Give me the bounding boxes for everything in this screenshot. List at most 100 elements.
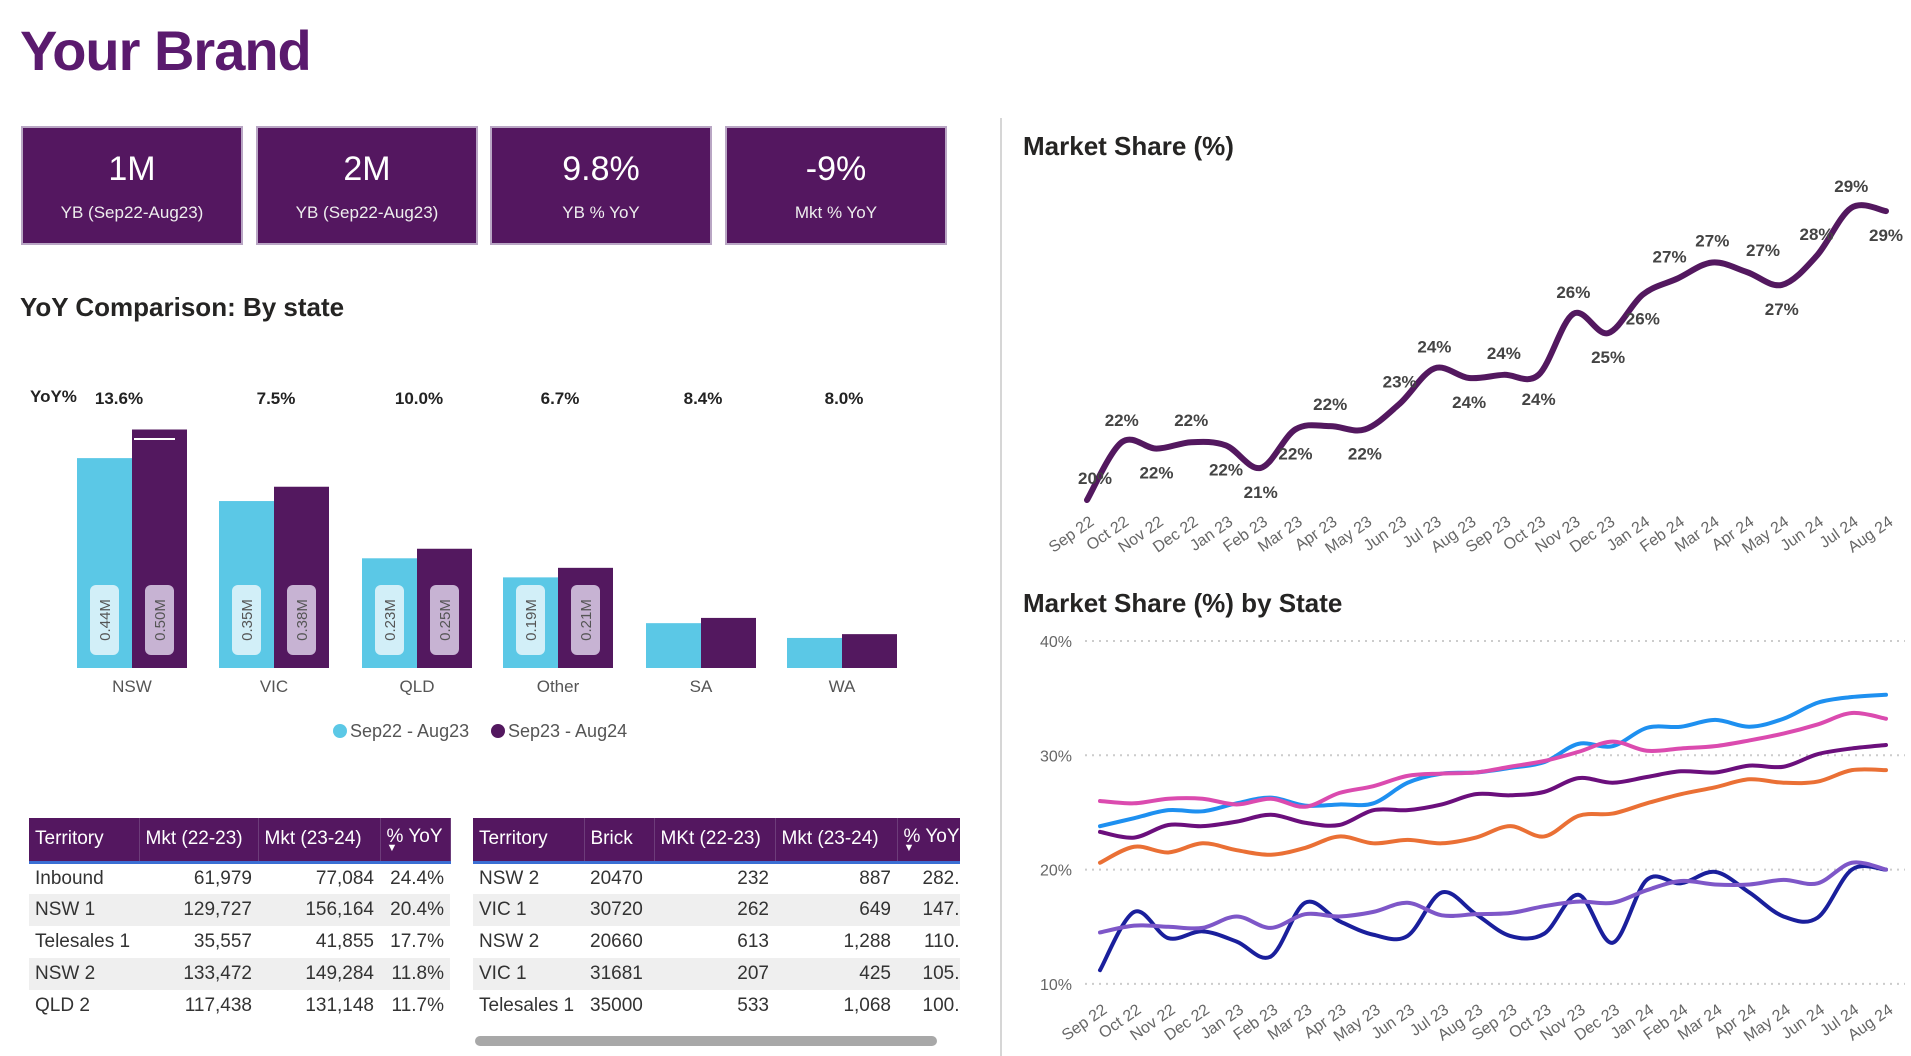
data-label: 27% bbox=[1765, 300, 1799, 319]
state-series-line-1 bbox=[1098, 692, 1888, 829]
state-series-line-4 bbox=[1098, 767, 1888, 865]
table-cell: 613 bbox=[737, 931, 769, 952]
table-row[interactable]: NSW 2 133,472 149,284 11.8% bbox=[29, 958, 450, 990]
data-label: 22% bbox=[1313, 395, 1347, 414]
table-cell: 149,284 bbox=[258, 958, 380, 990]
data-label: 22% bbox=[1278, 444, 1312, 463]
bar-sa-prev bbox=[646, 623, 701, 668]
y-tick-label: 30% bbox=[1040, 748, 1072, 765]
table-cell: Inbound bbox=[35, 867, 104, 889]
kpi-label: Mkt % YoY bbox=[794, 203, 878, 222]
column-header-mkt-23-24[interactable]: Mkt (23-24) bbox=[775, 818, 898, 864]
table-cell: VIC 1 bbox=[473, 894, 584, 926]
table-row[interactable]: Inbound 61,979 77,084 24.4% bbox=[29, 862, 450, 894]
horizontal-scrollbar[interactable] bbox=[475, 1036, 937, 1046]
bar-value-label: 0.19M bbox=[523, 599, 540, 641]
table-cell: VIC 1 bbox=[473, 958, 584, 990]
table-row[interactable]: Telesales 1 35,557 41,855 17.7% bbox=[29, 926, 450, 958]
state-series-line-6 bbox=[1098, 860, 1888, 935]
table-cell: 887 bbox=[859, 867, 891, 889]
table-cell: 133,472 bbox=[139, 958, 258, 990]
kpi-card-yb-yoy[interactable]: 9.8% YB % YoY bbox=[490, 126, 712, 245]
data-label: 26% bbox=[1626, 310, 1660, 329]
table-cell: NSW 2 bbox=[479, 931, 540, 952]
brick-table-viewport: Territory Brick MKt (22-23) Mkt (23-24) … bbox=[473, 818, 960, 1028]
table-cell: 17.7% bbox=[390, 931, 444, 952]
table-cell: 24.4% bbox=[390, 867, 444, 889]
table-cell: 61,979 bbox=[193, 867, 252, 889]
data-label: 25% bbox=[1591, 348, 1625, 367]
table-cell: 649 bbox=[775, 894, 897, 926]
column-header-label: % YoY bbox=[903, 826, 960, 848]
legend-dot-prev bbox=[333, 724, 347, 738]
column-header-label: % YoY bbox=[386, 826, 443, 848]
table-cell: 207 bbox=[654, 958, 775, 990]
table-row[interactable]: NSW 1 129,727 156,164 20.4% bbox=[29, 894, 450, 926]
kpi-card-yb-prev[interactable]: 1M YB (Sep22-Aug23) bbox=[21, 126, 243, 245]
table-cell: 35,557 bbox=[193, 931, 252, 952]
data-label: 23% bbox=[1383, 373, 1417, 392]
category-label: NSW bbox=[112, 677, 152, 696]
table-row[interactable]: NSW 2 20470 232 887 282.3% bbox=[473, 862, 960, 894]
column-header-brick[interactable]: Brick bbox=[584, 818, 655, 864]
table-row[interactable]: NSW 2 20660 613 1,288 110.1% bbox=[473, 926, 960, 958]
table-cell: 117,438 bbox=[184, 995, 252, 1016]
table-cell: 232 bbox=[737, 867, 769, 889]
table-cell: 262 bbox=[654, 894, 775, 926]
table-cell: 20470 bbox=[590, 867, 643, 889]
kpi-card-mkt-yoy[interactable]: -9% Mkt % YoY bbox=[725, 126, 947, 245]
yoy-value-label: 7.5% bbox=[257, 389, 296, 408]
column-header-territory[interactable]: Territory bbox=[473, 818, 585, 864]
table-cell: 425 bbox=[775, 958, 897, 990]
bar-value-label: 0.38M bbox=[294, 599, 311, 641]
bar-value-pill bbox=[145, 585, 174, 655]
bar-value-pill bbox=[571, 585, 600, 655]
table-cell: Telesales 1 bbox=[479, 995, 575, 1016]
bar-value-pill bbox=[516, 585, 545, 655]
y-tick-label: 20% bbox=[1040, 863, 1072, 880]
table-cell: 282.3% bbox=[922, 867, 960, 889]
table-cell: 129,727 bbox=[139, 894, 258, 926]
table-row[interactable]: Telesales 1 35000 533 1,068 100.4% bbox=[473, 990, 960, 1022]
bar-value-pill bbox=[430, 585, 459, 655]
table-cell: 105.3% bbox=[897, 958, 960, 990]
yoy-value-label: 8.4% bbox=[684, 389, 723, 408]
table-cell: NSW 1 bbox=[29, 894, 139, 926]
data-label: 29% bbox=[1869, 226, 1903, 245]
table-cell: 11.7% bbox=[391, 995, 444, 1016]
data-label: 22% bbox=[1209, 460, 1243, 479]
yoy-value-label: 8.0% bbox=[825, 389, 864, 408]
column-header-territory[interactable]: Territory bbox=[29, 818, 140, 864]
market-share-line bbox=[1084, 202, 1889, 503]
table-cell: NSW 2 bbox=[479, 867, 540, 889]
column-header-mkt-23-24[interactable]: Mkt (23-24) bbox=[258, 818, 381, 864]
column-header-yoy[interactable]: % YoY ▼ bbox=[380, 818, 451, 864]
state-series-line-3 bbox=[1098, 743, 1888, 840]
kpi-label: YB % YoY bbox=[562, 203, 640, 222]
bar-value-pill bbox=[232, 585, 261, 655]
kpi-label: YB (Sep22-Aug23) bbox=[60, 203, 204, 222]
table-cell: 77,084 bbox=[315, 867, 374, 889]
table-row[interactable]: QLD 2 117,438 131,148 11.7% bbox=[29, 990, 450, 1022]
data-label: 27% bbox=[1746, 241, 1780, 260]
column-header-mkt-22-23[interactable]: Mkt (22-23) bbox=[139, 818, 259, 864]
data-label: 27% bbox=[1653, 248, 1687, 267]
column-header-mkt-22-23[interactable]: MKt (22-23) bbox=[654, 818, 776, 864]
column-header-yoy[interactable]: % YoY ▼ bbox=[897, 818, 960, 864]
data-label: 26% bbox=[1556, 283, 1590, 302]
kpi-card-yb-curr[interactable]: 2M YB (Sep22-Aug23) bbox=[256, 126, 478, 245]
kpi-value: 1M bbox=[108, 150, 156, 188]
table-cell: 11.8% bbox=[380, 958, 450, 990]
data-label: 22% bbox=[1174, 411, 1208, 430]
legend-label-curr: Sep23 - Aug24 bbox=[508, 721, 627, 741]
bar-value-pill bbox=[287, 585, 316, 655]
bar-sa-curr bbox=[701, 617, 756, 668]
table-cell: 35000 bbox=[590, 995, 643, 1016]
market-share-title: Market Share (%) bbox=[1023, 131, 1234, 161]
bar-value-pill bbox=[90, 585, 119, 655]
table-cell: 20660 bbox=[590, 931, 643, 952]
yoy-value-label: 6.7% bbox=[541, 389, 580, 408]
